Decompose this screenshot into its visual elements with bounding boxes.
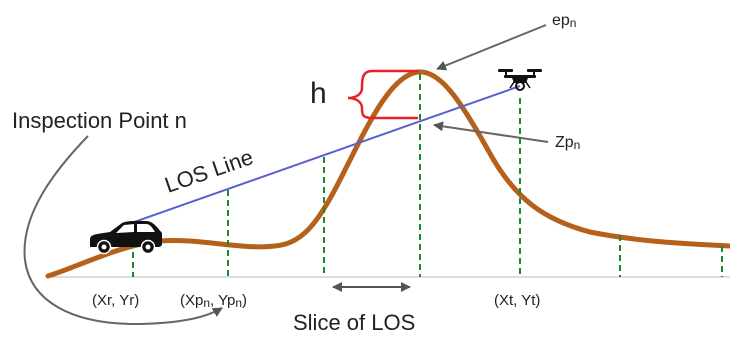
zp-label-sub: n <box>574 138 581 152</box>
inspection-point-arrow <box>23 135 223 326</box>
los-line-label: LOS Line <box>161 144 256 198</box>
xr-yr-label: (Xr, Yr) <box>92 292 139 309</box>
inspection-point-label: Inspection Point n <box>12 108 187 133</box>
height-bracket <box>347 69 418 120</box>
slice-markers <box>132 74 723 277</box>
zp-arrow <box>433 121 549 143</box>
slice-of-los-label: Slice of LOS <box>293 310 415 335</box>
car-icon <box>90 221 162 255</box>
xp-yp-close: ) <box>242 292 247 309</box>
xp-yp-mid: , Yp <box>210 292 235 309</box>
xp-yp-label: (Xpn, Ypn) <box>180 292 247 310</box>
los-line <box>122 85 521 227</box>
ep-arrow <box>436 24 547 71</box>
xp-yp-sub2: n <box>235 296 242 310</box>
terrain-profile <box>45 69 730 279</box>
height-label: h <box>310 77 327 110</box>
drone-icon <box>498 69 542 91</box>
ep-label-sub: n <box>570 16 577 30</box>
zp-label: Zpn <box>555 134 580 152</box>
ep-label-main: ep <box>552 12 570 29</box>
xp-yp-sub1: n <box>203 296 210 310</box>
xt-yt-label: (Xt, Yt) <box>494 292 540 309</box>
xp-yp-open: (Xp <box>180 292 203 309</box>
zp-label-main: Zp <box>555 134 574 151</box>
ep-label: epn <box>552 12 576 30</box>
